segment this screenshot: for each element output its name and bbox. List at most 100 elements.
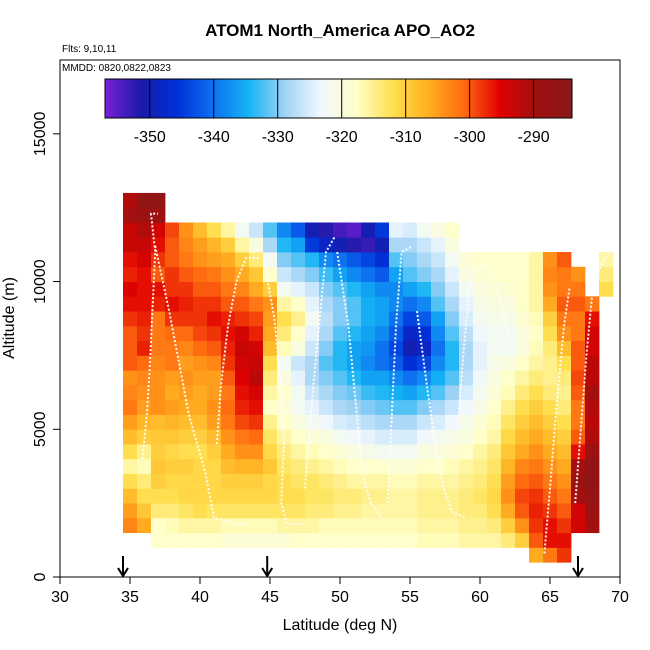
x-tick-label: 70 [611,589,629,606]
heat-cell [235,355,250,371]
heat-cell [165,473,180,489]
heat-cell [557,503,572,519]
heat-cell [123,311,138,327]
heat-cell [179,399,194,415]
heat-cell [193,370,208,386]
heat-cell [459,296,474,312]
colorbar-tick-label: -330 [262,129,294,146]
heat-cell [501,340,516,356]
heat-cell [487,296,502,312]
heat-cell [445,429,460,445]
heat-cell [347,488,362,504]
heat-cell [123,237,138,253]
heat-cell [529,252,544,268]
heat-cell [193,252,208,268]
heat-cell [431,355,446,371]
heat-cell [347,296,362,312]
heat-cell [291,488,306,504]
heat-cell [151,488,166,504]
heat-cell [151,237,166,253]
flight-track [543,287,571,554]
heat-cell [585,458,600,474]
heat-cell [403,311,418,327]
heat-cell [151,399,166,415]
heat-cell [459,399,474,415]
heat-cell [375,222,390,238]
heat-cell [445,473,460,489]
heat-cell [151,222,166,238]
heat-cell [431,384,446,401]
heat-cell [403,458,418,474]
heat-cell [571,503,586,519]
heat-cell [403,237,418,253]
heat-cell [431,237,446,253]
heat-cell [445,222,460,238]
heat-cell [249,252,264,268]
heat-cell [529,370,544,386]
heat-cell [543,414,558,430]
heat-cell [571,370,586,386]
heat-cell [319,222,334,238]
heat-cell [291,429,306,445]
heat-cell [557,384,572,401]
heat-cell [445,414,460,430]
heat-cell [571,444,586,460]
heat-cell [207,399,222,415]
heat-cell [193,444,208,460]
heat-cell [389,296,404,312]
heat-cell [585,444,600,460]
heat-cell [277,355,292,371]
heat-cell [557,340,572,356]
heat-cell [515,384,530,401]
arrow-marker [117,556,129,578]
heat-cell [459,458,474,474]
heat-cell [557,296,572,312]
heat-cell [165,237,180,253]
flight-track [263,263,305,525]
arrow-marker [572,556,584,578]
heat-cell [571,281,586,297]
heat-cell [487,444,502,460]
heat-cell [529,473,544,489]
heat-cell [235,503,250,519]
heat-cell [137,399,152,415]
colorbar-tick-label: -300 [454,129,486,146]
heat-cell [291,266,306,282]
heat-cell [529,488,544,504]
heat-cell [305,266,320,282]
heat-cell [179,384,194,401]
heat-cell [207,311,222,327]
heat-cell [235,517,250,534]
heat-cell [193,517,208,534]
heat-cell [179,325,194,342]
heat-cell [151,370,166,386]
heat-cell [249,355,264,371]
heat-cell [137,237,152,253]
heat-cell [263,281,278,297]
heat-cell [123,325,138,342]
heat-cell [571,266,586,282]
heat-cell [305,281,320,297]
heat-cell [501,355,516,371]
heat-cell [543,370,558,386]
heat-cell [277,325,292,342]
heat-cell [249,399,264,415]
heat-cell [445,384,460,401]
heat-cell [347,458,362,474]
heat-cell [445,325,460,342]
heat-cell [179,517,194,534]
flight-track [574,245,614,504]
heat-cell [375,340,390,356]
heat-cell [515,517,530,534]
heat-cell [375,429,390,445]
heat-cell [123,355,138,371]
flight-track [416,310,467,519]
heat-cell [277,517,292,534]
heat-cell [263,473,278,489]
heat-cell [543,429,558,445]
heat-cell [263,384,278,401]
heat-cell [361,266,376,282]
heat-cell [221,414,236,430]
heat-cell [249,429,264,445]
heat-cell [165,252,180,268]
